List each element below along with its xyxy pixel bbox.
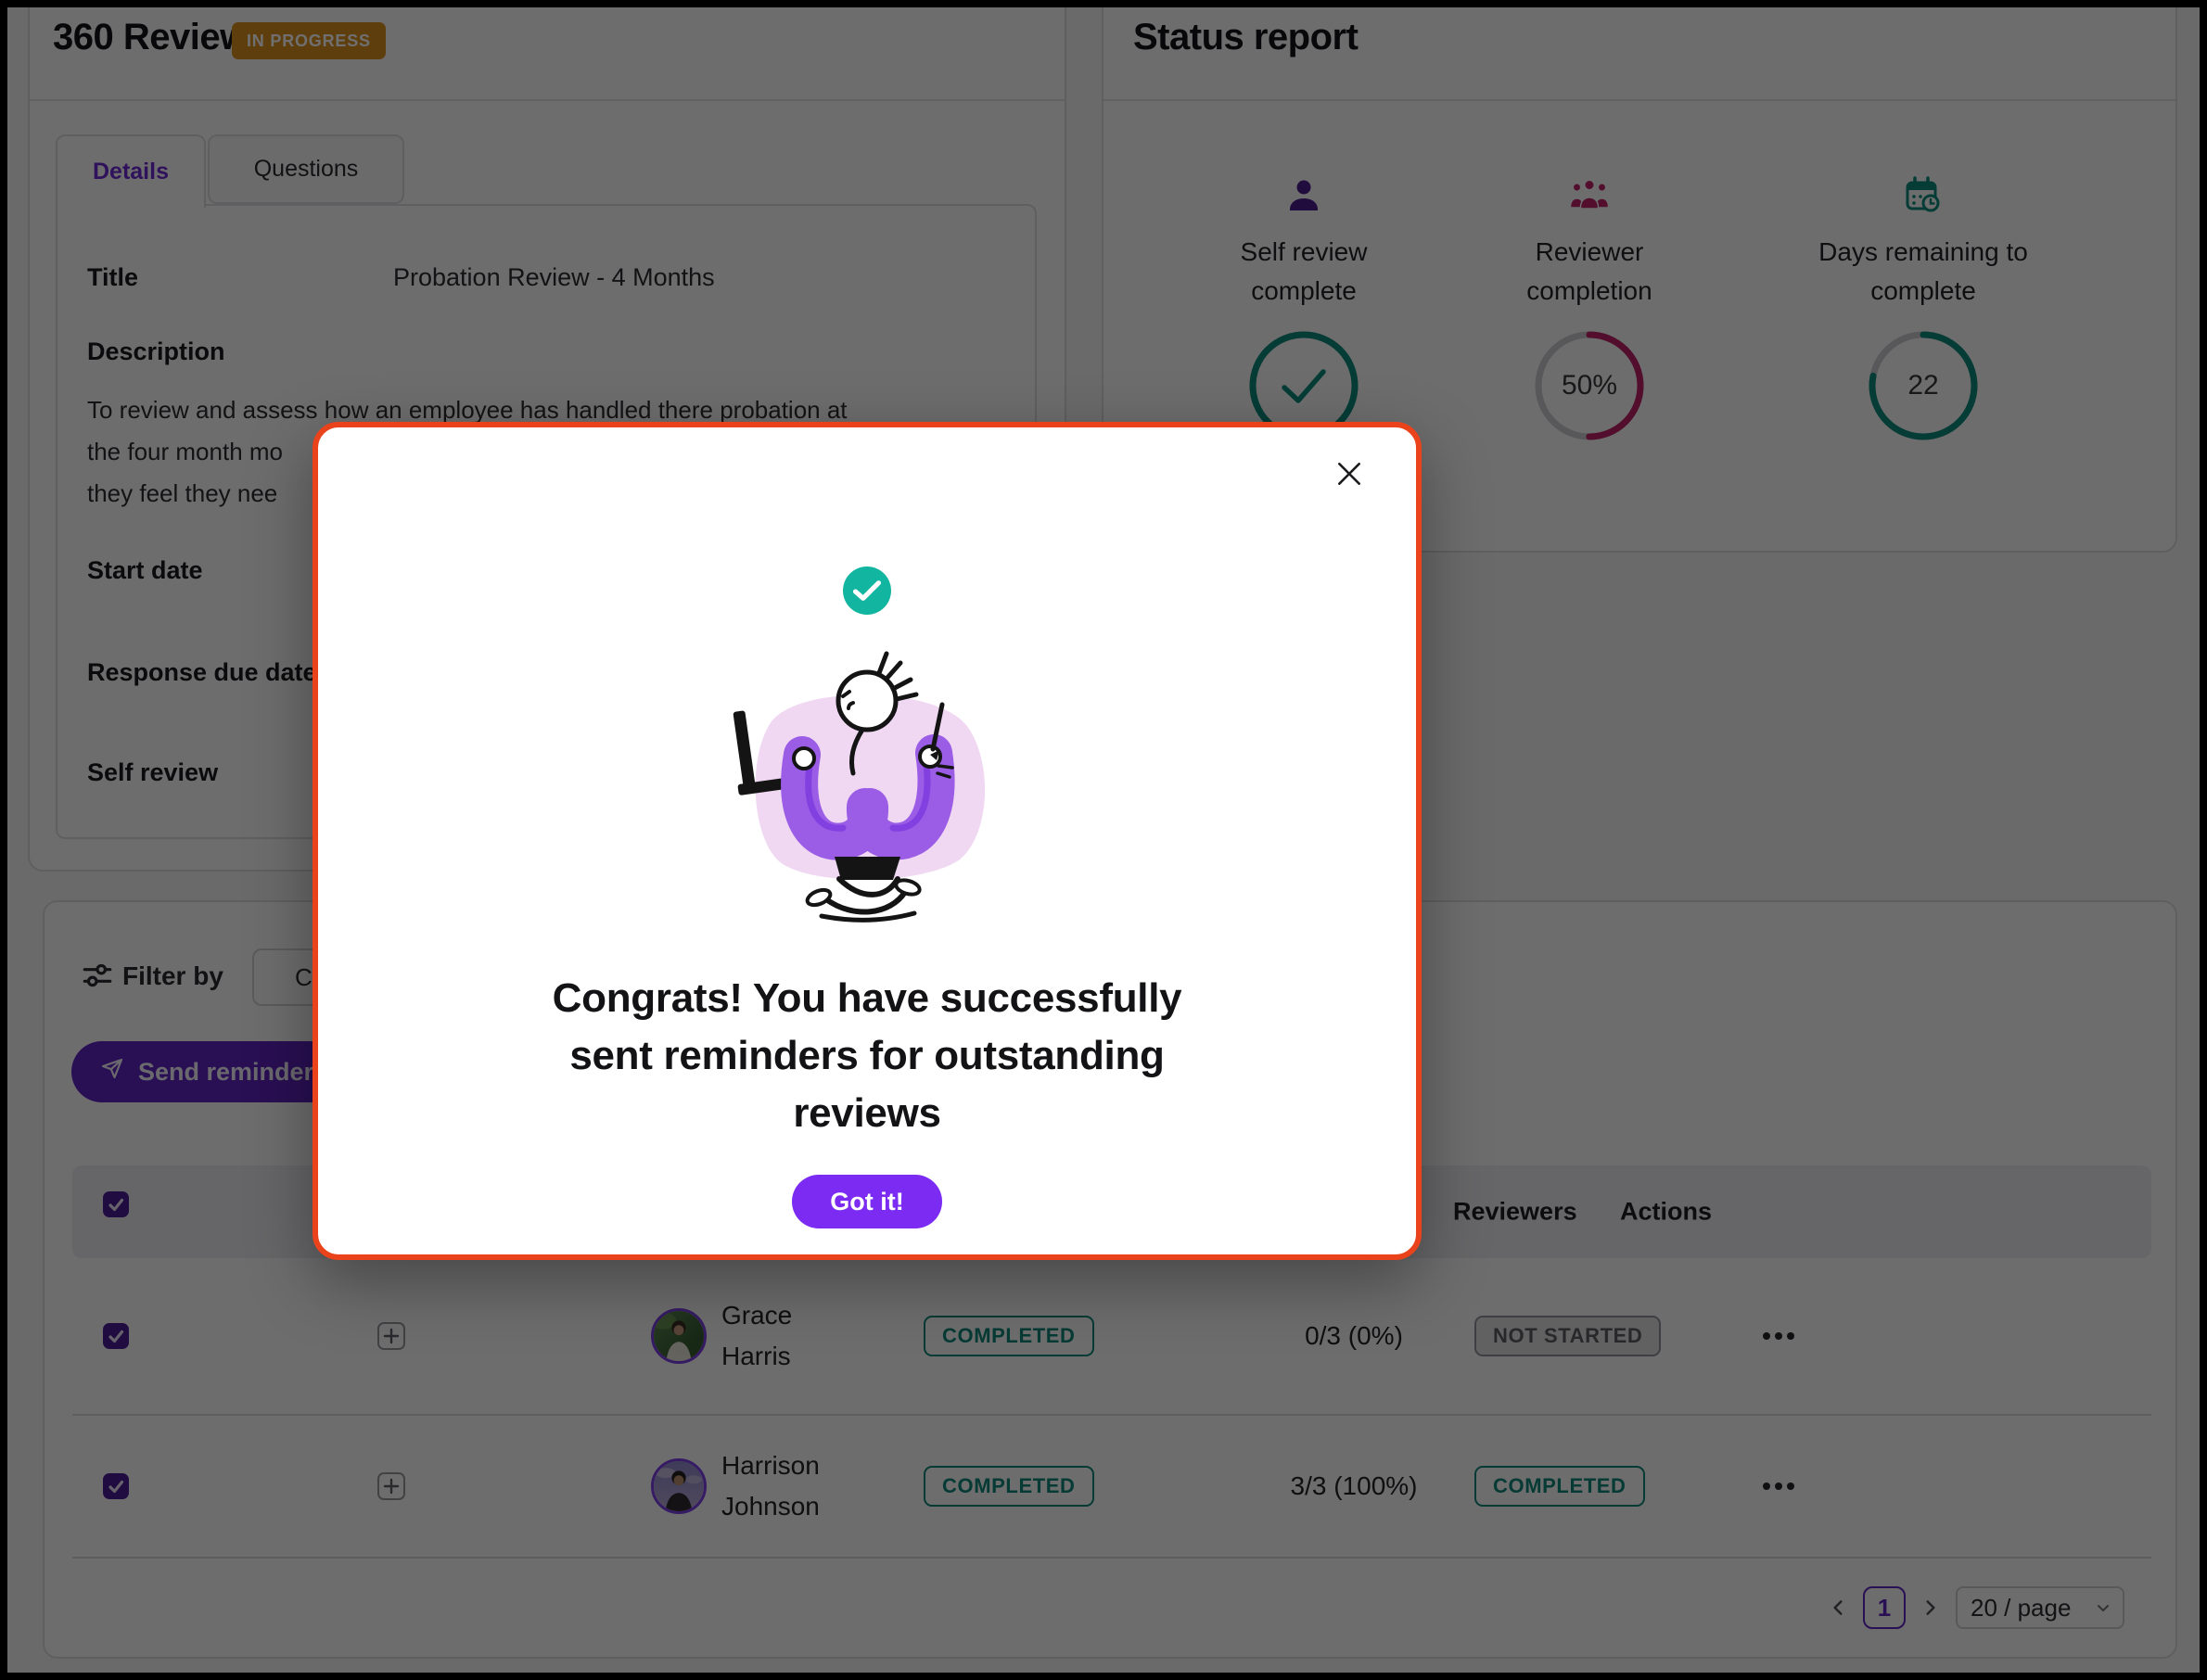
x-close-icon — [1338, 463, 1360, 485]
got-it-button[interactable]: Got it! — [792, 1175, 942, 1228]
modal-title: Congrats! You have successfully sent rem… — [552, 975, 1182, 1136]
check-circle-icon — [843, 566, 891, 615]
page-background: 360 Review IN PROGRESS Details Questions… — [7, 7, 2200, 1673]
person-celebrating-illustration — [714, 633, 1020, 931]
success-modal: Congrats! You have successfully sent rem… — [313, 422, 1422, 1260]
modal-close-button[interactable] — [1331, 455, 1368, 495]
